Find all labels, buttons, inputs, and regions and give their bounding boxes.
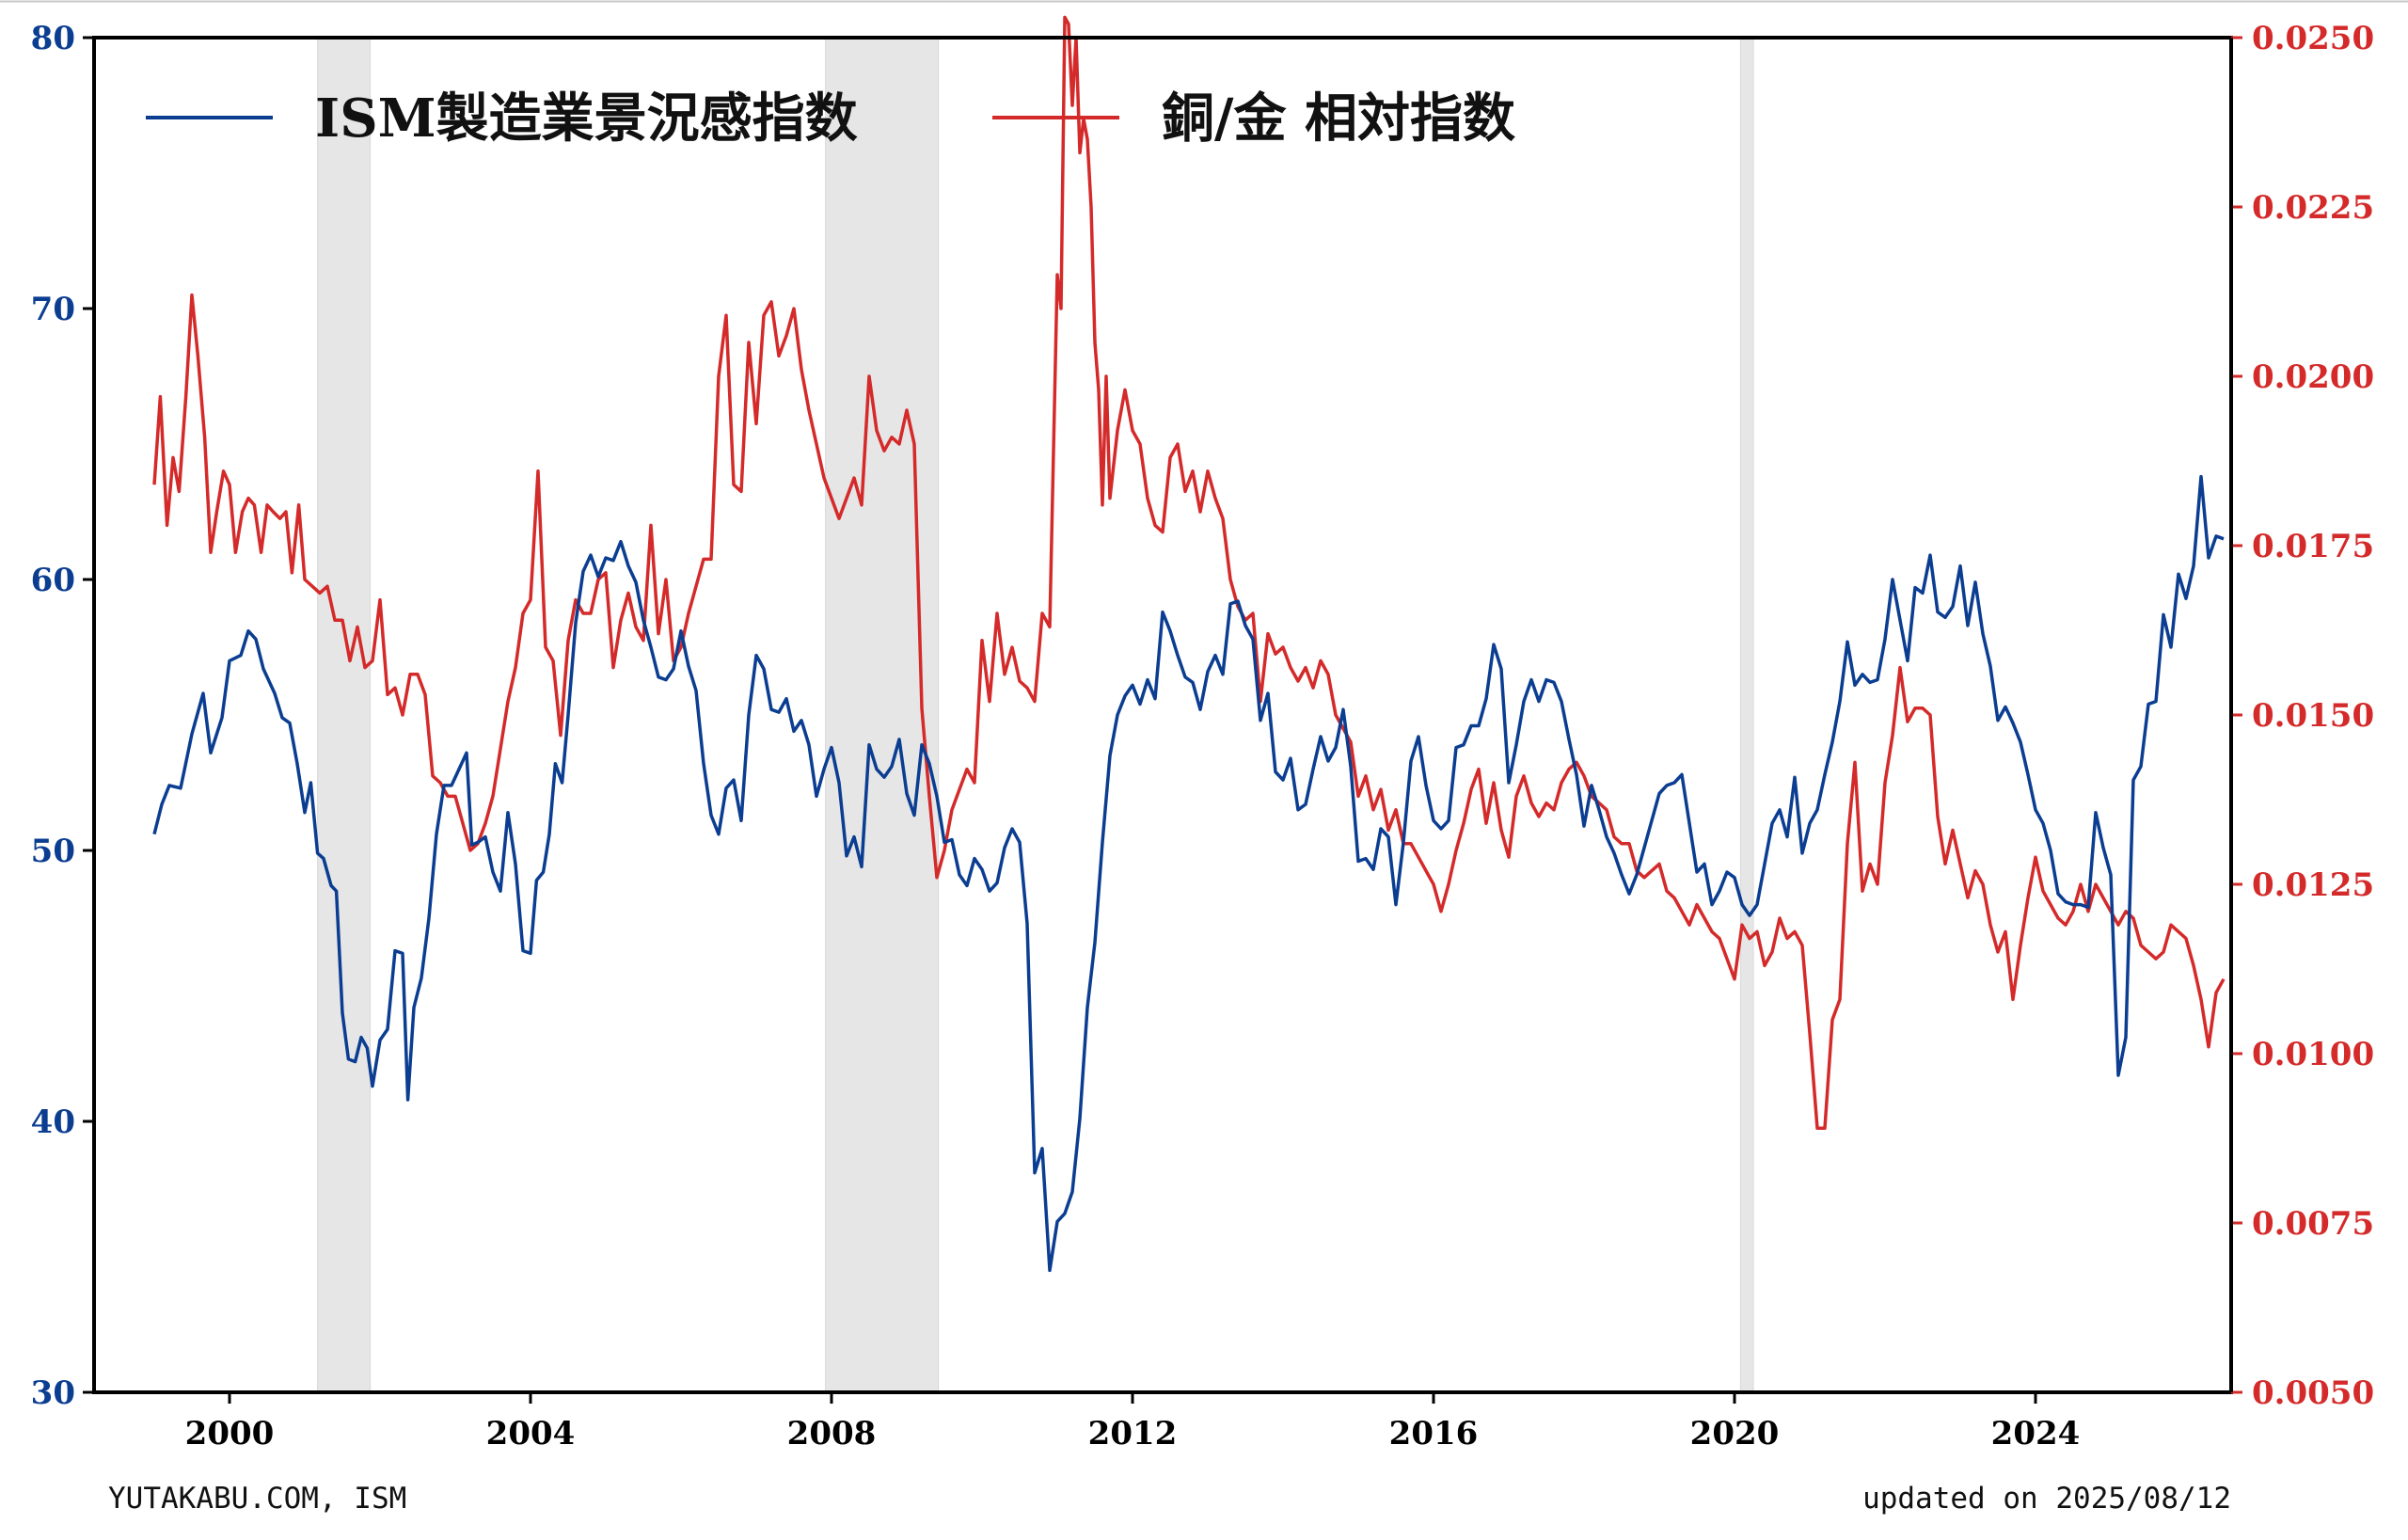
x-tick-label-2: 2008 bbox=[787, 1415, 877, 1453]
updated-date: updated on 2025/08/12 bbox=[1862, 1482, 2231, 1516]
left-tick-label-2: 50 bbox=[31, 833, 75, 870]
source-credit: YUTAKABU.COM, ISM bbox=[108, 1482, 406, 1516]
right-tick-label-0: 0.0050 bbox=[2252, 1374, 2374, 1412]
right-tick-label-5: 0.0175 bbox=[2252, 528, 2374, 565]
x-tick-label-1: 2004 bbox=[486, 1415, 576, 1453]
legend: ISM製造業景況感指数 銅/金 相対指数 bbox=[146, 87, 1515, 150]
x-tick-label-5: 2020 bbox=[1690, 1415, 1780, 1453]
left-tick-label-3: 60 bbox=[31, 562, 75, 599]
right-tick-label-8: 0.0250 bbox=[2252, 20, 2374, 57]
x-axis: 2000 2004 2008 2012 2016 2020 2024 bbox=[185, 1392, 2081, 1453]
x-tick-label-0: 2000 bbox=[185, 1415, 275, 1453]
recession-band-0 bbox=[317, 37, 372, 1393]
left-tick-label-0: 30 bbox=[31, 1374, 75, 1412]
recession-band-2 bbox=[1739, 37, 1754, 1393]
x-tick-label-4: 2016 bbox=[1389, 1415, 1479, 1453]
right-tick-label-1: 0.0075 bbox=[2252, 1205, 2374, 1243]
left-tick-label-5: 80 bbox=[31, 20, 75, 57]
series-line-0 bbox=[152, 474, 2225, 1273]
right-y-axis: 0.0050 0.0075 0.0100 0.0125 0.0150 0.0175 0.02… bbox=[2229, 20, 2374, 1412]
right-tick-label-2: 0.0100 bbox=[2252, 1036, 2374, 1073]
right-tick-label-6: 0.0200 bbox=[2252, 358, 2374, 396]
right-tick-label-4: 0.0150 bbox=[2252, 697, 2374, 735]
legend-ism-label: ISM製造業景況感指数 bbox=[315, 87, 858, 150]
legend-copper-gold-label: 銅/金 相対指数 bbox=[1162, 87, 1515, 150]
right-tick-label-3: 0.0125 bbox=[2252, 866, 2374, 904]
left-tick-label-4: 70 bbox=[31, 291, 75, 328]
x-tick-label-6: 2024 bbox=[1991, 1415, 2081, 1453]
left-tick-label-1: 40 bbox=[31, 1103, 75, 1141]
left-y-axis: 30 40 50 60 70 80 bbox=[31, 20, 94, 1412]
series-lines bbox=[152, 15, 2226, 1273]
x-tick-label-3: 2012 bbox=[1088, 1415, 1178, 1453]
right-tick-label-7: 0.0225 bbox=[2252, 189, 2374, 227]
series-line-1 bbox=[152, 15, 2226, 1130]
